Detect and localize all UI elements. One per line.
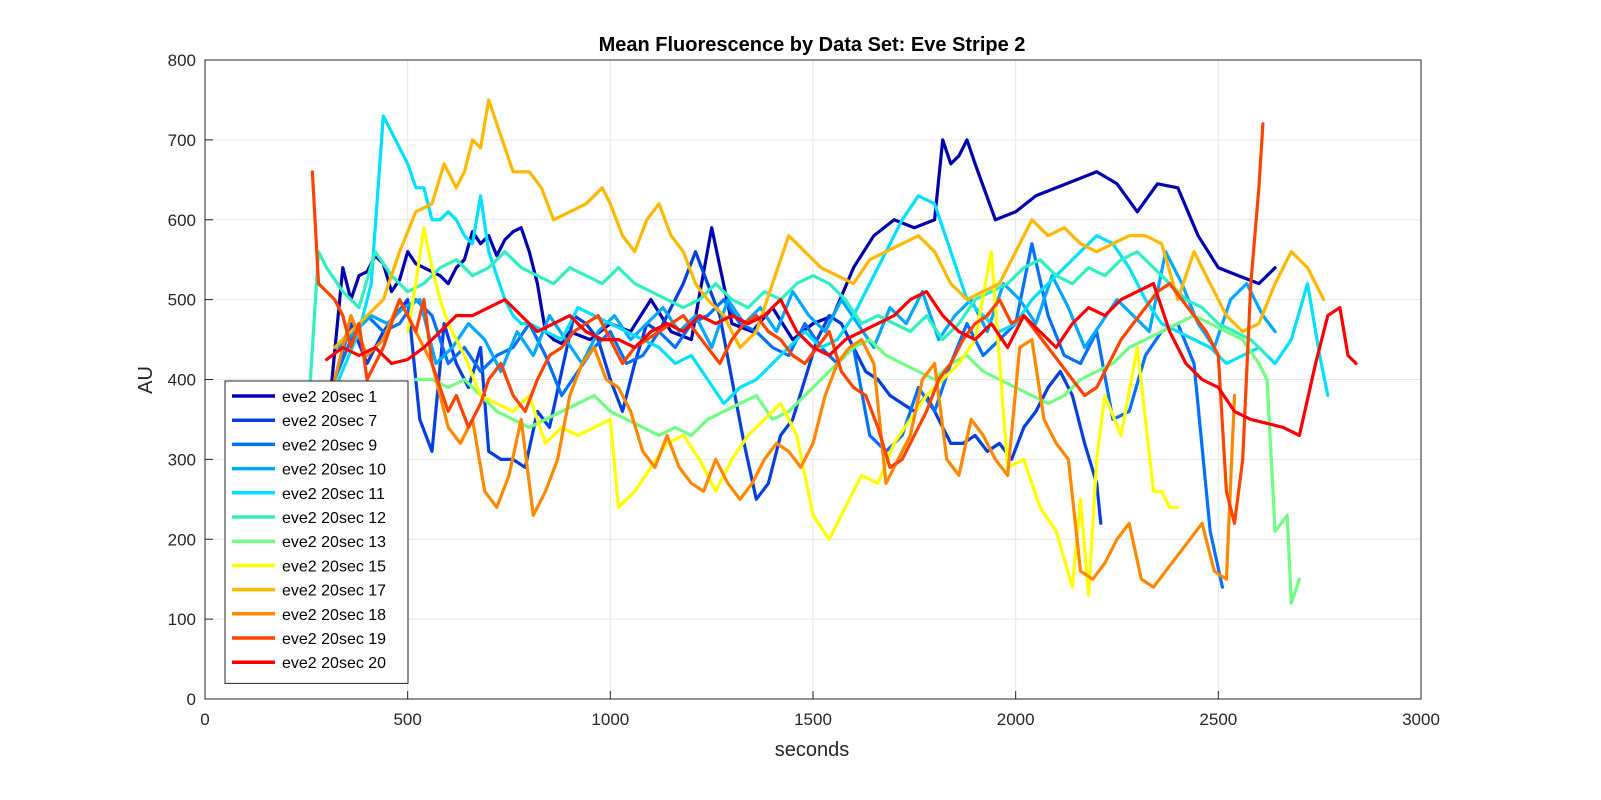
series-line-7 xyxy=(414,314,1302,605)
chart-title: Mean Fluorescence by Data Set: Eve Strip… xyxy=(599,34,1026,56)
series-line-5 xyxy=(337,114,1330,406)
series-line-1 xyxy=(325,138,1277,437)
legend-entry: eve2 20sec 15 xyxy=(232,558,386,575)
y-tick-label: 400 xyxy=(168,371,196,390)
legend-label: eve2 20sec 7 xyxy=(282,413,377,430)
y-tick-label: 100 xyxy=(168,610,196,629)
series-line-4 xyxy=(337,250,1277,374)
legend-entry: eve2 20sec 18 xyxy=(232,607,386,624)
x-tick-label: 500 xyxy=(393,710,421,729)
legend-label: eve2 20sec 1 xyxy=(282,389,377,406)
y-tick-label: 500 xyxy=(168,291,196,310)
legend-label: eve2 20sec 18 xyxy=(282,607,386,624)
legend-entry: eve2 20sec 11 xyxy=(232,486,385,503)
y-tick-label: 800 xyxy=(168,51,196,70)
data-series xyxy=(308,98,1358,605)
y-axis-label: AU xyxy=(135,366,157,394)
y-tick-label: 200 xyxy=(168,530,196,549)
legend-entry: eve2 20sec 7 xyxy=(232,413,377,430)
legend-entry: eve2 20sec 10 xyxy=(232,462,386,479)
x-tick-label: 2500 xyxy=(1199,710,1237,729)
x-tick-label: 3000 xyxy=(1402,710,1440,729)
legend-entry: eve2 20sec 13 xyxy=(232,534,386,551)
legend-entry: eve2 20sec 19 xyxy=(232,631,386,648)
series-line-8 xyxy=(406,226,1180,597)
series-line-12 xyxy=(325,282,1358,437)
x-axis-label: seconds xyxy=(775,739,850,761)
x-tick-label: 2000 xyxy=(997,710,1035,729)
series-line-9 xyxy=(333,98,1326,350)
x-tick-label: 0 xyxy=(200,710,209,729)
series-line-11 xyxy=(310,122,1265,525)
legend-entry: eve2 20sec 12 xyxy=(232,510,386,527)
legend-entry: eve2 20sec 9 xyxy=(232,437,377,454)
legend-label: eve2 20sec 11 xyxy=(282,486,385,503)
y-tick-label: 600 xyxy=(168,211,196,230)
x-tick-label: 1500 xyxy=(794,710,832,729)
series-line-10 xyxy=(333,298,1237,589)
y-tick-label: 300 xyxy=(168,450,196,469)
x-tick-label: 1000 xyxy=(591,710,629,729)
legend-entry: eve2 20sec 20 xyxy=(232,655,386,672)
legend-label: eve2 20sec 10 xyxy=(282,462,386,479)
legend-label: eve2 20sec 19 xyxy=(282,631,386,648)
series-line-2 xyxy=(337,250,1103,525)
legend-label: eve2 20sec 20 xyxy=(282,655,386,672)
legend-entry: eve2 20sec 17 xyxy=(232,583,386,600)
legend-box xyxy=(224,380,409,684)
legend-label: eve2 20sec 15 xyxy=(282,558,386,575)
legend-label: eve2 20sec 9 xyxy=(282,437,377,454)
y-tick-label: 700 xyxy=(168,131,196,150)
legend-entry: eve2 20sec 1 xyxy=(232,389,377,406)
legend-label: eve2 20sec 17 xyxy=(282,583,386,600)
legend: eve2 20sec 1 eve2 20sec 7 eve2 20sec 9 eve2… xyxy=(224,380,409,684)
y-tick-label: 0 xyxy=(187,690,196,709)
axis-ticks: 0 500 1000 1500 2000 2500 3000 0 100 200 300 400 500… xyxy=(168,51,1440,729)
legend-label: eve2 20sec 12 xyxy=(282,510,386,527)
series-line-3 xyxy=(333,242,1225,589)
legend-label: eve2 20sec 13 xyxy=(282,534,386,551)
